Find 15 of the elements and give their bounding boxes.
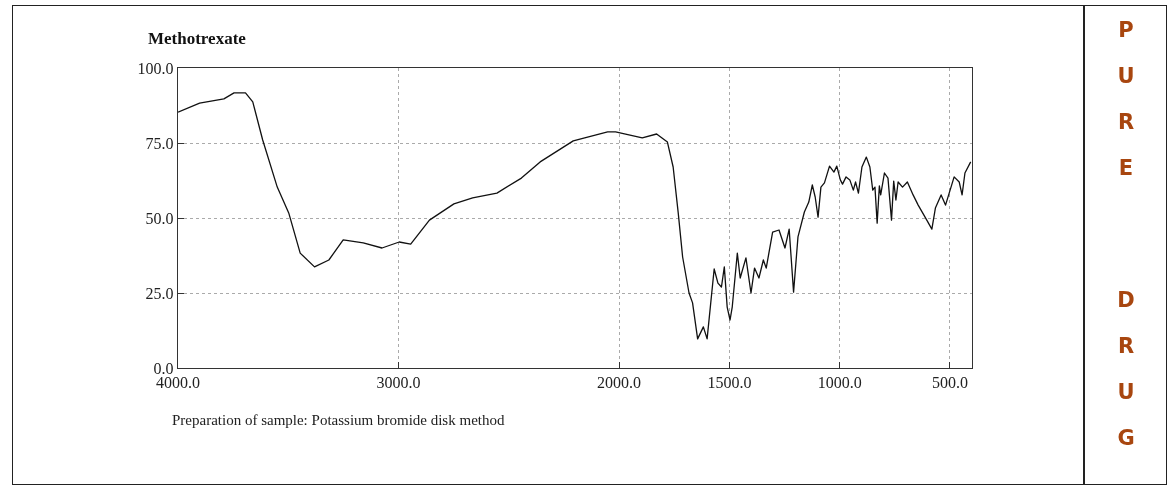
x-tick-label: 2000.0 (597, 374, 642, 392)
text: Preparation of sample: Potassium bromide disk method (172, 412, 505, 428)
y-tick-label: 75.0 (145, 134, 174, 152)
y-tick-label: 25.0 (145, 284, 174, 302)
x-tick-label: 500.0 (931, 374, 968, 392)
x-tick-label: 1000.0 (817, 374, 862, 392)
x-tick-label: 4000.0 (156, 374, 200, 392)
y-tick-label: 100.0 (137, 59, 174, 77)
x-tick-label: 1500.0 (707, 374, 752, 392)
text: PURE DRUG (1114, 18, 1138, 472)
line-series (178, 92, 972, 340)
y-tick-label: 0.0 (153, 359, 174, 377)
y-tick-label: 50.0 (145, 209, 174, 227)
x-tick-label: 3000.0 (376, 374, 421, 392)
chart-title: Methotrexate (148, 28, 247, 48)
